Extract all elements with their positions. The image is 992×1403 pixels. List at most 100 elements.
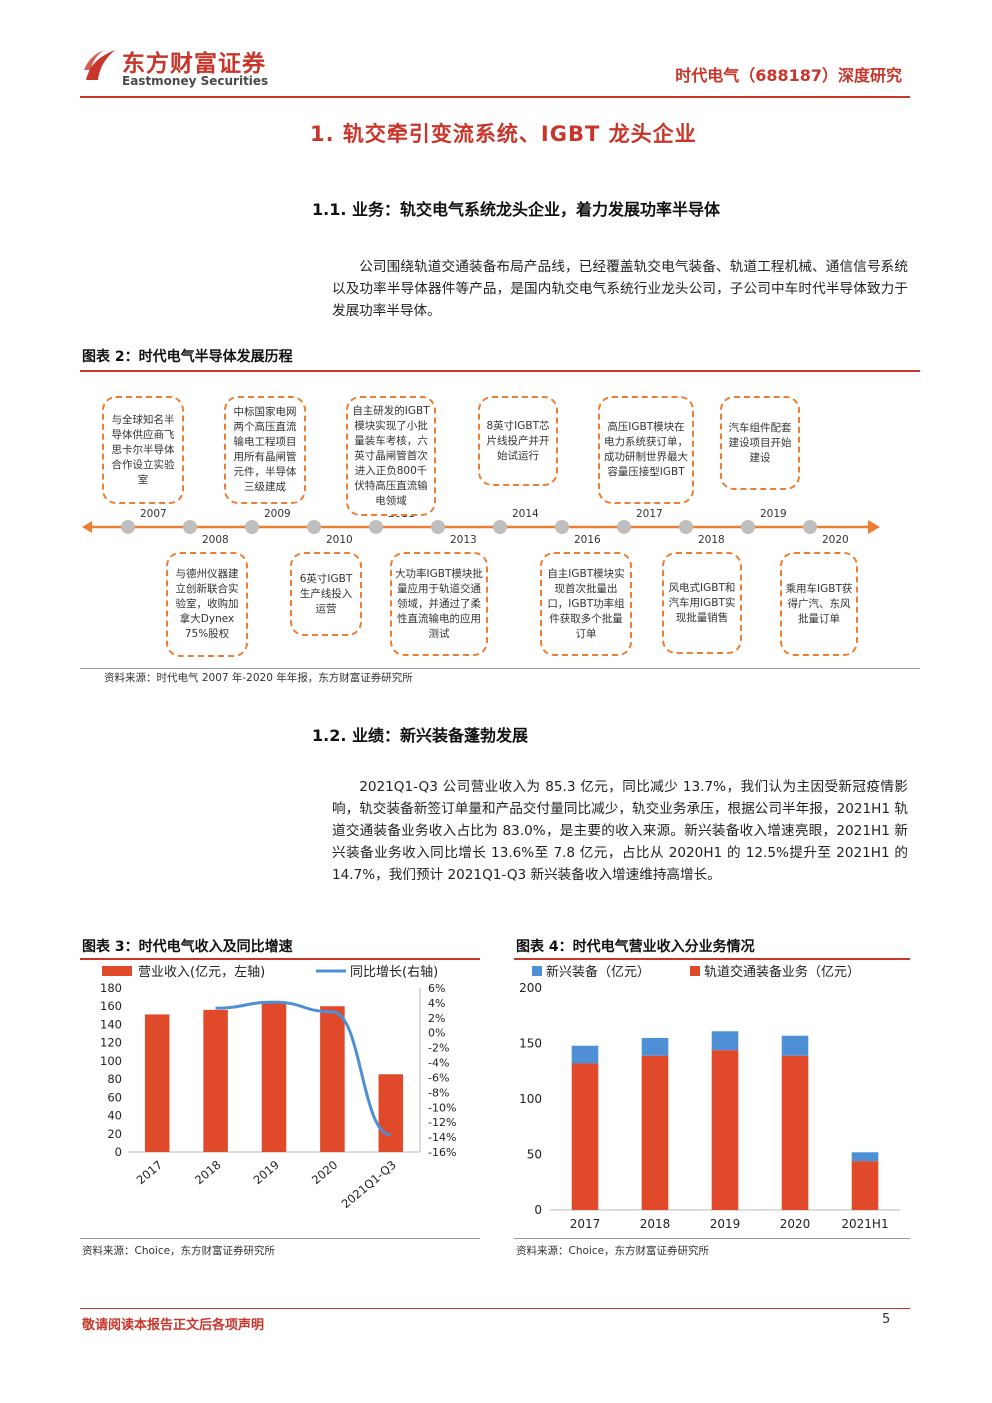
timeline-year-2017: 2017 bbox=[636, 508, 663, 520]
y2-tick-label: -6% bbox=[428, 1071, 449, 1084]
x-tick-label: 2018 bbox=[640, 1217, 671, 1231]
y-tick-label: 20 bbox=[107, 1127, 122, 1141]
page-number: 5 bbox=[882, 1312, 891, 1327]
y-tick-label: 80 bbox=[107, 1072, 122, 1086]
bar-revenue-2019 bbox=[261, 1003, 287, 1152]
timeline-dot-2016 bbox=[555, 520, 569, 534]
timeline-event-2008: 与德州仪器建立创新联合实验室，收购加拿大Dynex 75%股权 bbox=[166, 552, 248, 657]
brand-name-en: Eastmoney Securities bbox=[122, 74, 269, 88]
timeline-year-2007: 2007 bbox=[140, 508, 167, 520]
timeline-event-2007: 与全球知名半导体供应商飞思卡尔半导体合作设立实验室 bbox=[102, 396, 184, 504]
brand-name-cn: 东方财富证券 bbox=[122, 51, 266, 77]
bar-revenue-2017 bbox=[144, 1014, 170, 1152]
brand-mark-icon bbox=[84, 50, 115, 80]
x-tick-label: 2020 bbox=[780, 1217, 811, 1231]
timeline-year-2014: 2014 bbox=[512, 508, 539, 520]
x-tick-label: 2020 bbox=[309, 1158, 340, 1188]
timeline-dot-2010 bbox=[307, 520, 321, 534]
y2-tick-label: -14% bbox=[428, 1131, 456, 1144]
timeline-year-2013: 2013 bbox=[450, 534, 477, 546]
legend-label-revenue: 营业收入(亿元，左轴) bbox=[138, 965, 265, 980]
fig4-title: 图表 4：时代电气营业收入分业务情况 bbox=[516, 939, 755, 955]
footer-disclaimer: 敬请阅读本报告正文后各项声明 bbox=[82, 1318, 265, 1333]
timeline-year-2010: 2010 bbox=[326, 534, 353, 546]
bar-revenue-2021Q1-Q3 bbox=[378, 1074, 404, 1152]
bar-new-equipment-2021H1 bbox=[851, 1152, 879, 1162]
timeline-event-2014: 8英寸IGBT芯片线投产并开始试运行 bbox=[478, 396, 558, 486]
fig2-bottom-rule bbox=[80, 668, 920, 669]
y2-tick-label: -8% bbox=[428, 1086, 449, 1099]
bar-new-equipment-2017 bbox=[571, 1045, 599, 1064]
bar-new-equipment-2019 bbox=[711, 1031, 739, 1051]
timeline-event-2017: 高压IGBT模块在电力系统获订单，成功研制世界最大容量压接型IGBT bbox=[598, 396, 694, 504]
timeline-dot-2013 bbox=[431, 520, 445, 534]
fig2-timeline: 2007 与全球知名半导体供应商飞思卡尔半导体合作设立实验室 2008 与德州仪器建立… bbox=[80, 372, 920, 667]
timeline-dot-2009 bbox=[245, 520, 259, 534]
bar-revenue-2018 bbox=[203, 1009, 228, 1152]
y-tick-label: 140 bbox=[100, 1017, 122, 1031]
timeline-dot-2011 bbox=[369, 520, 383, 534]
y2-tick-label: -16% bbox=[428, 1146, 456, 1159]
y-tick-label: 100 bbox=[519, 1092, 542, 1106]
header-divider bbox=[80, 96, 910, 98]
footer-divider bbox=[80, 1308, 910, 1309]
timeline-event-2009: 中标国家电网两个高压直流输电工程项目用所有晶闸管元件，半导体三级建成 bbox=[224, 396, 306, 504]
timeline-year-2016: 2016 bbox=[574, 534, 601, 546]
x-tick-label: 2019 bbox=[710, 1217, 741, 1231]
timeline-event-2013: 大功率IGBT模块批量应用于轨道交通领域，并通过了柔性直流输电的应用测试 bbox=[390, 552, 488, 656]
y-tick-label: 160 bbox=[100, 999, 122, 1013]
y-tick-label: 60 bbox=[107, 1090, 122, 1104]
y-tick-label: 200 bbox=[519, 981, 542, 995]
report-title: 时代电气（688187）深度研究 bbox=[675, 66, 902, 85]
fig4-source: 资料来源：Choice，东方财富证券研究所 bbox=[516, 1245, 710, 1257]
timeline-event-2016: 自主IGBT模块实现首次批量出口，IGBT功率组件获取多个批量订单 bbox=[540, 552, 632, 656]
timeline-dot-2008 bbox=[183, 520, 197, 534]
x-tick-label: 2017 bbox=[570, 1217, 601, 1231]
timeline-dot-2017 bbox=[617, 520, 631, 534]
y2-tick-label: -4% bbox=[428, 1057, 449, 1070]
section-1-1-heading: 1.1. 业务：轨交电气系统龙头企业，着力发展功率半导体 bbox=[312, 200, 720, 219]
segment-revenue-chart: 新兴装备（亿元） 轨道交通装备业务（亿元） 0 50 100 150 200 2017 2018… bbox=[519, 964, 900, 1231]
timeline-year-2018: 2018 bbox=[698, 534, 725, 546]
y-tick-label: 150 bbox=[519, 1037, 542, 1051]
timeline-year-2009: 2009 bbox=[264, 508, 291, 520]
section-1-2-paragraph: 2021Q1-Q3 公司营业收入为 85.3 亿元，同比减少 13.7%，我们认… bbox=[332, 779, 908, 883]
timeline-event-2018: 风电式IGBT和汽车用IGBT实现批量销售 bbox=[662, 552, 742, 654]
y2-tick-label: -12% bbox=[428, 1116, 456, 1129]
timeline-year-2008: 2008 bbox=[202, 534, 229, 546]
timeline-event-2011: 自主研发的IGBT模块实现了小批量装车考核，六英寸晶闸管首次进入正负800千伏特… bbox=[346, 396, 436, 516]
fig4-top-rule bbox=[514, 958, 910, 960]
timeline-event-2019: 汽车组件配套建设项目开始建设 bbox=[720, 396, 800, 490]
legend-swatch-rail bbox=[690, 966, 700, 976]
fig4-bottom-rule bbox=[514, 1238, 910, 1239]
timeline-event-2020: 乘用车IGBT获得广汽、东风批量订单 bbox=[780, 552, 858, 656]
bar-new-equipment-2018 bbox=[641, 1037, 669, 1056]
bar-revenue-2020 bbox=[320, 1006, 345, 1152]
legend-label-new-equipment: 新兴装备（亿元） bbox=[546, 964, 650, 980]
revenue-growth-chart: 营业收入(亿元，左轴) 同比增长(右轴) 0 20 40 60 80 100 120 140 160… bbox=[100, 965, 456, 1211]
y2-tick-label: -2% bbox=[428, 1042, 449, 1055]
x-tick-label: 2021H1 bbox=[841, 1217, 888, 1231]
x-tick-label: 2019 bbox=[250, 1158, 281, 1188]
fig2-source: 资料来源：时代电气 2007 年-2020 年年报，东方财富证券研究所 bbox=[104, 672, 413, 684]
timeline-event-2010: 6英寸IGBT生产线投入运营 bbox=[290, 552, 362, 636]
bar-rail-2020 bbox=[781, 1055, 809, 1210]
section-1-2-heading: 1.2. 业绩：新兴装备蓬勃发展 bbox=[312, 726, 528, 745]
y-tick-label: 50 bbox=[527, 1148, 542, 1162]
legend-label-growth: 同比增长(右轴) bbox=[350, 965, 438, 980]
timeline-dot-2007 bbox=[121, 520, 135, 534]
section-1-1-paragraph: 公司围绕轨道交通装备布局产品线，已经覆盖轨交电气装备、轨道工程机械、通信信号系统… bbox=[332, 259, 908, 319]
fig3-top-rule bbox=[80, 958, 480, 960]
line-growth bbox=[215, 1000, 392, 1137]
timeline-dot-2019 bbox=[741, 520, 755, 534]
fig3-source: 资料来源：Choice，东方财富证券研究所 bbox=[82, 1245, 276, 1257]
y-tick-label: 40 bbox=[107, 1109, 122, 1123]
x-tick-label: 2018 bbox=[192, 1158, 223, 1188]
bar-rail-2017 bbox=[571, 1063, 599, 1210]
y-tick-label: 0 bbox=[115, 1145, 122, 1159]
fig3-title: 图表 3：时代电气收入及同比增速 bbox=[82, 939, 293, 955]
legend-swatch-revenue bbox=[102, 966, 132, 976]
timeline-year-2019: 2019 bbox=[760, 508, 787, 520]
y2-tick-label: 2% bbox=[428, 1012, 445, 1025]
legend-swatch-new-equipment bbox=[532, 966, 542, 976]
